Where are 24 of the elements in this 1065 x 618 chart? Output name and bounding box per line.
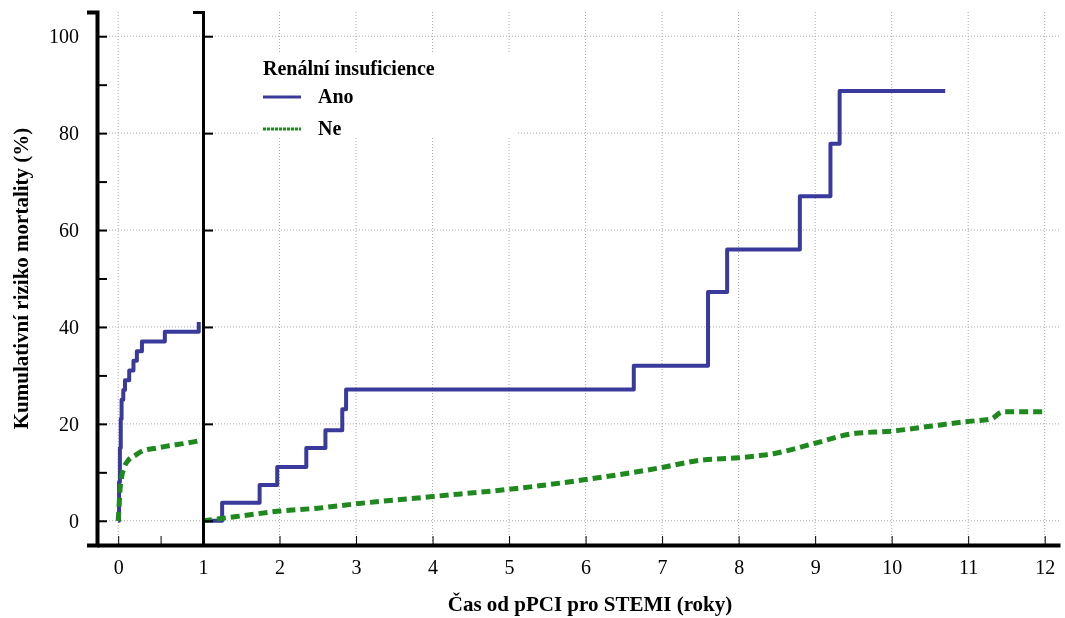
x-tick-label: 1 — [198, 556, 209, 578]
y-tick-label: 100 — [49, 25, 79, 48]
y-tick-label: 80 — [59, 122, 79, 145]
x-tick-label: 0 — [113, 556, 124, 578]
x-tick-label: 11 — [959, 556, 979, 578]
x-tick-label: 10 — [882, 556, 903, 578]
x-tick-label: 3 — [351, 556, 362, 578]
x-tick-label: 9 — [810, 556, 821, 578]
x-tick-label: 4 — [428, 556, 439, 578]
x-tick-label: 2 — [275, 556, 286, 578]
x-tick-label: 6 — [581, 556, 592, 578]
legend-label: Ano — [318, 85, 354, 107]
x-tick-label: 7 — [657, 556, 668, 578]
y-axis-title: Kumulativní riziko mortality (%) — [9, 127, 33, 430]
y-tick-label: 0 — [69, 509, 79, 532]
x-tick-label: 8 — [734, 556, 745, 578]
x-axis-title: Čas od pPCI pro STEMI (roky) — [447, 592, 733, 616]
y-tick-label: 40 — [59, 315, 79, 338]
y-tick-label: 60 — [59, 218, 79, 241]
legend-title: Renální insuficience — [263, 57, 435, 79]
x-tick-label: 12 — [1035, 556, 1056, 578]
y-tick-label: 20 — [59, 412, 79, 435]
legend-label: Ne — [318, 117, 342, 139]
x-tick-label: 5 — [504, 556, 515, 578]
